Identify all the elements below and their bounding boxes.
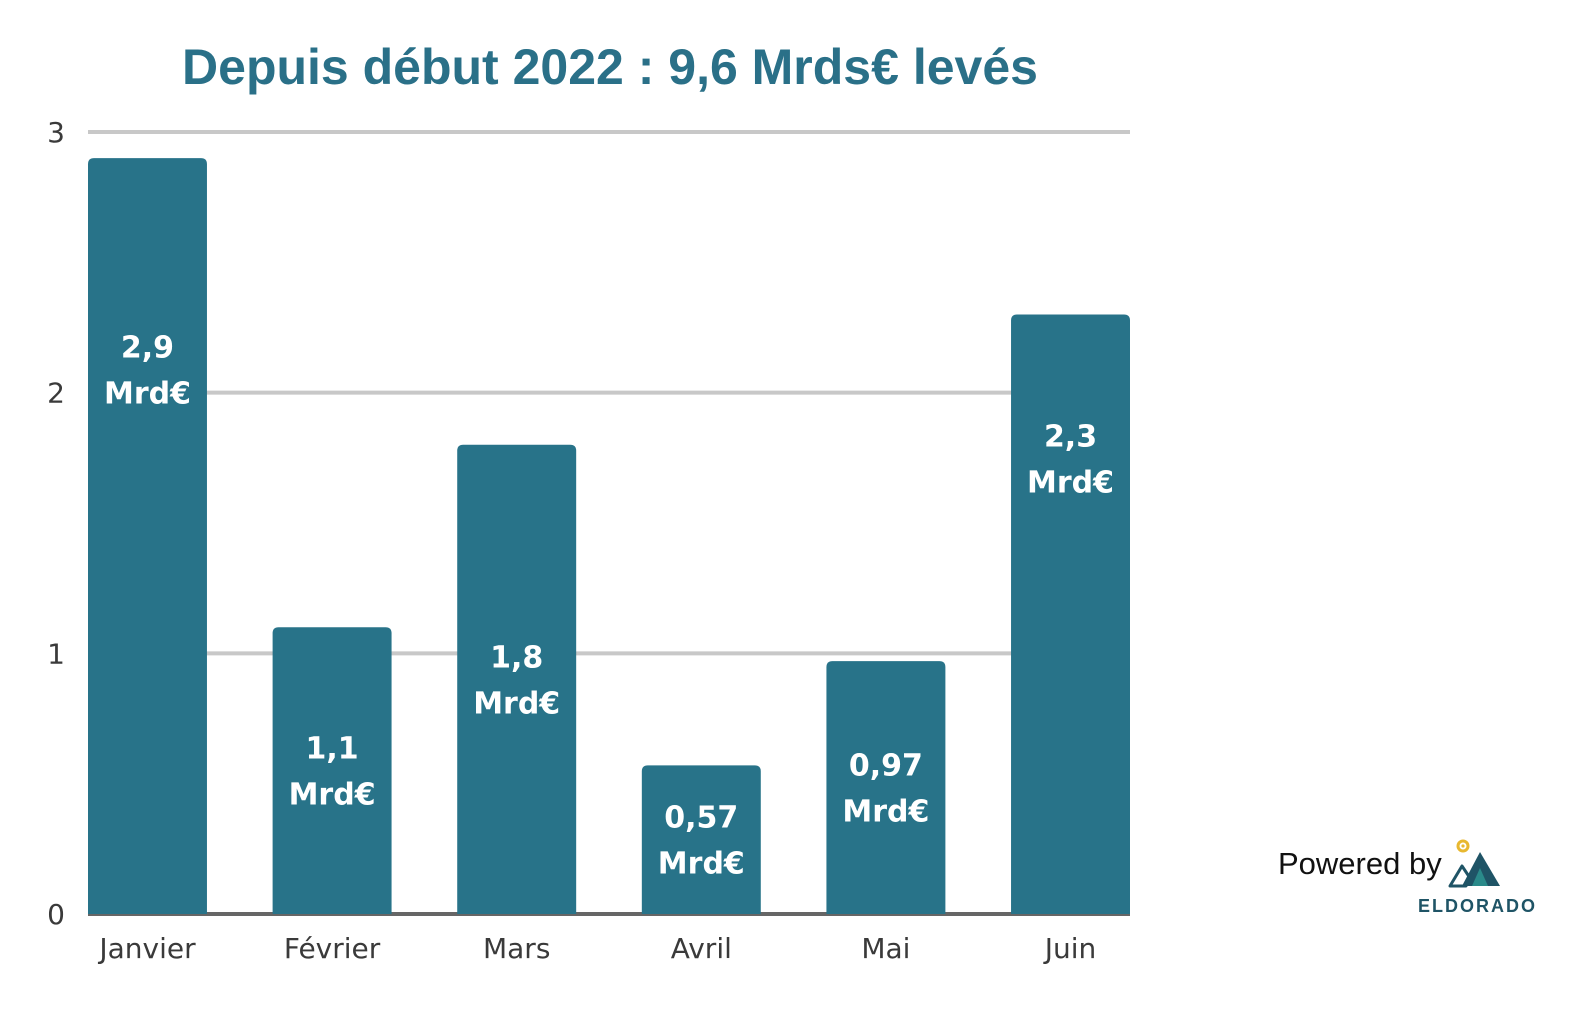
bar [272, 627, 392, 914]
x-category-label: Avril [671, 932, 732, 965]
bar-data-label: Mrd€ [289, 778, 376, 813]
bar [457, 444, 577, 914]
bar-data-label: Mrd€ [658, 847, 745, 882]
bar-data-label: Mrd€ [473, 686, 560, 721]
bars [88, 158, 1130, 915]
bar-data-label: 0,97 [849, 749, 923, 784]
y-tick-label: 2 [47, 377, 65, 410]
y-tick-label: 1 [47, 637, 65, 670]
y-tick-label: 0 [47, 898, 65, 931]
bar-data-label: 2,3 [1044, 419, 1097, 454]
bar-data-label: 1,1 [306, 732, 359, 767]
bar-data-label: 0,57 [664, 801, 738, 836]
bar [826, 661, 946, 914]
x-category-label: Juin [1043, 932, 1097, 965]
bar [1011, 314, 1130, 914]
x-category-label: Février [284, 932, 381, 965]
gridlines [88, 130, 1130, 916]
bar-data-label: Mrd€ [842, 795, 929, 830]
data-labels: 2,9 Mrd€ 1,1 Mrd€ 1,8 Mrd€ 0,57 Mrd€ 0,97 Mrd€ 2,3… [104, 331, 1114, 882]
y-axis-ticks: 0 1 2 3 [47, 116, 65, 931]
x-category-label: Janvier [97, 932, 196, 965]
x-category-label: Mars [483, 932, 550, 965]
bar [88, 158, 207, 915]
eldorado-wordmark: ELDORADO [1418, 896, 1537, 916]
bar [641, 765, 761, 914]
powered-by-badge: Powered by ELDORADO [1270, 838, 1540, 922]
bar-data-label: Mrd€ [1027, 465, 1114, 500]
x-category-label: Mai [861, 932, 910, 965]
bar-data-label: 2,9 [121, 331, 174, 366]
powered-by-text: Powered by [1278, 846, 1442, 881]
bar-data-label: 1,8 [490, 640, 543, 675]
x-axis-categories: Janvier Février Mars Avril Mai Juin [97, 932, 1096, 965]
y-tick-label: 3 [47, 116, 65, 149]
eldorado-mountain-logo-icon [1448, 839, 1500, 888]
chart-title: Depuis début 2022 : 9,6 Mrds€ levés [182, 39, 1038, 95]
bar-data-label: Mrd€ [104, 377, 191, 412]
